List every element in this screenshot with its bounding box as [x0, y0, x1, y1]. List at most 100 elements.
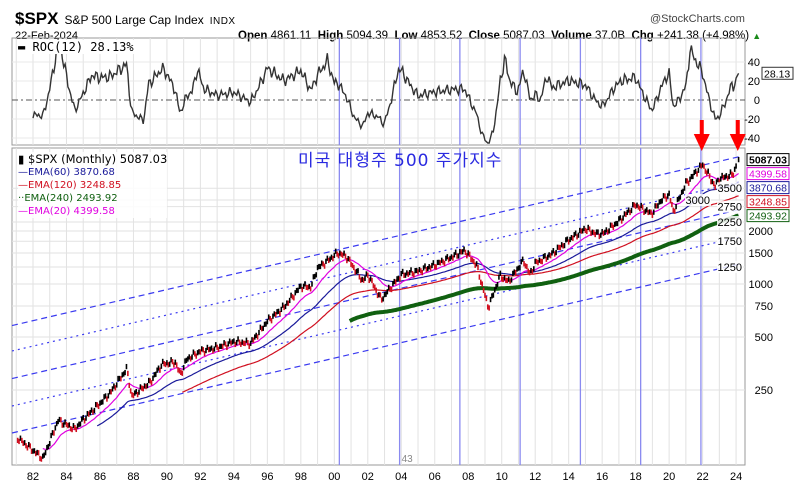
- roc-line: [32, 38, 740, 144]
- y-tick-label: 2250: [718, 217, 742, 229]
- high-label: High: [317, 30, 344, 42]
- line-icon: —: [18, 180, 28, 191]
- chart-annotation-title: 미국 대형주 500 주가지수: [298, 151, 503, 171]
- legend-ema60: EMA(60) 3870.68: [28, 167, 115, 178]
- x-tick-label: 92: [194, 471, 206, 483]
- y-tick-label: 1500: [749, 248, 773, 260]
- title-row: $SPX S&P 500 Large Cap Index INDX: [15, 9, 236, 29]
- roc-value-label: 28.13: [764, 68, 790, 80]
- roc-tick-label: -40: [744, 133, 760, 145]
- value-label-box: [746, 195, 790, 209]
- ema60-line: [96, 182, 739, 427]
- roc-panel-frame: [11, 37, 746, 146]
- roc-tick-label: 0: [754, 95, 760, 107]
- close-value: 5087.03: [503, 30, 545, 42]
- dotted-line-icon: ··: [18, 193, 25, 204]
- x-tick-label: 18: [630, 471, 642, 483]
- value-label: 4399.58: [749, 169, 787, 181]
- quote-bar: Open 4861.11 High 5094.39 Low 4853.52 Cl…: [238, 30, 761, 42]
- price-panel-frame: [11, 147, 746, 466]
- roc-tick-label: 20: [748, 76, 760, 88]
- legend-ema240: EMA(240) 2493.92: [24, 193, 118, 204]
- ema240-line: [348, 213, 740, 323]
- x-tick-label: 00: [328, 471, 340, 483]
- x-tick-label: 08: [462, 471, 474, 483]
- open-label: Open: [238, 30, 268, 42]
- tick-label-backdrop: [685, 193, 711, 206]
- value-label-box: [746, 167, 790, 181]
- tick-label-backdrop: [717, 182, 743, 195]
- x-tick-label: 14: [563, 471, 575, 483]
- copyright-link[interactable]: @StockCharts.com: [650, 13, 745, 25]
- x-tick-label: 22: [696, 471, 708, 483]
- x-tick-label: 20: [663, 471, 675, 483]
- y-tick-label: 1250: [718, 262, 742, 274]
- y-tick-label: 750: [755, 301, 773, 313]
- line-icon: —: [18, 167, 28, 178]
- ema120-line: [182, 195, 739, 393]
- legend-price: $SPX (Monthly) 5087.03: [28, 152, 168, 166]
- value-label: 5087.03: [749, 155, 787, 167]
- y-tick-label: 2000: [749, 226, 773, 238]
- roc-legend: ▬ ROC(12) 28.13%: [18, 40, 134, 54]
- x-tick-label: 94: [228, 471, 240, 483]
- quote-date: 22-Feb-2024: [15, 30, 78, 42]
- high-value: 5094.39: [346, 30, 389, 42]
- x-tick-label: 98: [295, 471, 307, 483]
- channel-line: [11, 263, 741, 434]
- symbol: $SPX: [15, 9, 59, 28]
- channel-line: [11, 155, 741, 327]
- volume-label: Volume: [551, 30, 592, 42]
- tick-label-backdrop: [717, 200, 743, 213]
- x-tick-label: 88: [127, 471, 139, 483]
- legend-ema120: EMA(120) 3248.85: [28, 180, 122, 191]
- roc-label: ROC(12) 28.13%: [32, 40, 134, 54]
- tick-label-backdrop: [717, 235, 743, 248]
- x-tick-label: 16: [596, 471, 608, 483]
- up-triangle-icon: ▲: [752, 31, 762, 41]
- chg-label: Chg: [631, 30, 654, 42]
- value-label: 3248.85: [749, 197, 787, 209]
- tick-label-backdrop: [717, 260, 743, 273]
- roc-value-box: [761, 66, 794, 80]
- value-label-box: [746, 153, 790, 167]
- x-tick-label: 02: [362, 471, 374, 483]
- roc-tick-label: 40: [748, 57, 760, 69]
- y-tick-label: 1750: [718, 236, 742, 248]
- price-legend: ▮ $SPX (Monthly) 5087.03 —EMA(60) 3870.6…: [18, 152, 168, 218]
- x-tick-label: 90: [161, 471, 173, 483]
- arrow-icon: [699, 120, 704, 136]
- x-tick-label: 82: [27, 471, 39, 483]
- x-tick-label: 06: [429, 471, 441, 483]
- y-tick-label: 250: [755, 385, 773, 397]
- line-icon: —: [18, 206, 28, 217]
- close-label: Close: [468, 30, 500, 42]
- ohlc-bars-icon: ▮: [18, 152, 25, 166]
- x-tick-label: 84: [60, 471, 72, 483]
- arrow-icon: [729, 134, 746, 151]
- channel-line: [11, 236, 741, 407]
- x-tick-label: 12: [529, 471, 541, 483]
- legend-ema20: EMA(20) 4399.58: [28, 206, 115, 217]
- value-label-box: [746, 181, 790, 195]
- tick-label-backdrop: [717, 215, 743, 228]
- value-label-box: [746, 209, 790, 223]
- roc-line-icon: ▬: [18, 40, 26, 54]
- symbol-name: S&P 500 Large Cap Index: [64, 13, 204, 27]
- arrow-icon: [693, 134, 710, 151]
- arrow-icon: [735, 120, 740, 136]
- x-tick-label: 10: [496, 471, 508, 483]
- channel-line: [11, 208, 741, 380]
- y-tick-label: 2750: [718, 202, 742, 214]
- x-tick-label: 04: [395, 471, 407, 483]
- value-label: 3870.68: [749, 183, 787, 195]
- y-tick-label: 1000: [749, 279, 773, 291]
- y-tick-label: 3500: [718, 183, 742, 195]
- x-tick-label: 96: [261, 471, 273, 483]
- x-tick-label: 24: [730, 471, 742, 483]
- roc-tick-label: -20: [744, 114, 760, 126]
- chg-value: +241.38 (+4.98%): [657, 30, 750, 42]
- value-label: 2493.92: [749, 211, 787, 223]
